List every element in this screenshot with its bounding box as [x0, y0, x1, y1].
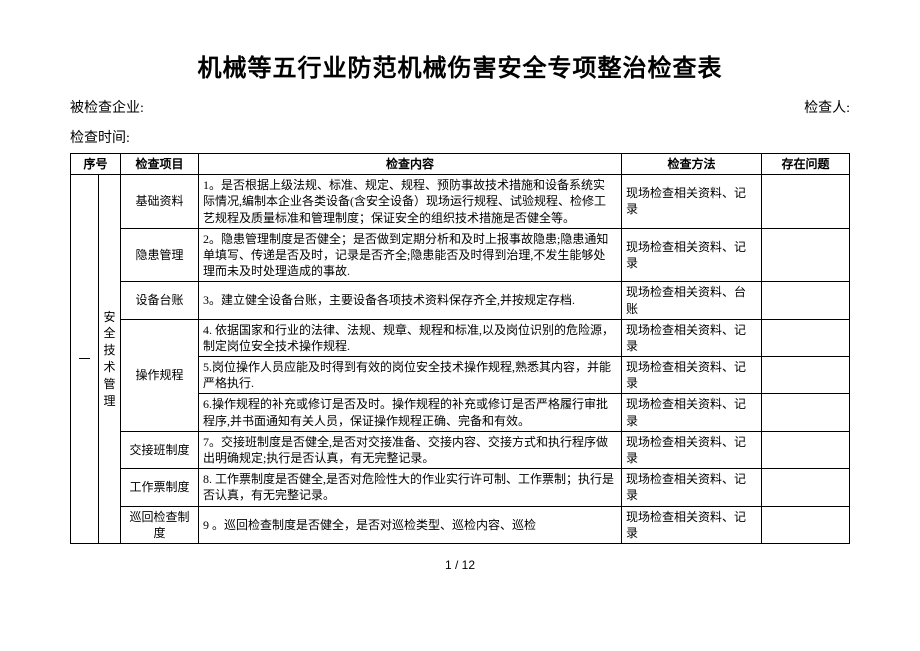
th-content: 检查内容: [199, 154, 622, 175]
table-row: 交接班制度 7。交接班制度是否健全,是否对交接准备、交接内容、交接方式和执行程序…: [71, 431, 850, 468]
seq-cell: 一: [71, 175, 99, 544]
item-cell: 设备台账: [121, 282, 199, 319]
th-seq: 序号: [71, 154, 121, 175]
item-cell: 交接班制度: [121, 431, 199, 468]
th-issue: 存在问题: [762, 154, 850, 175]
table-row: 巡回检查制度 9 。巡回检查制度是否健全，是否对巡检类型、巡检内容、巡检 现场检…: [71, 506, 850, 543]
time-label: 检查时间:: [70, 131, 130, 146]
method-cell: 现场检查相关资料、记录: [622, 357, 762, 394]
table-row: 一 安 全 技 术 管 理 基础资料 1。是否根据上级法规、标准、规定、规程、预…: [71, 175, 850, 229]
method-cell: 现场检查相关资料、记录: [622, 319, 762, 356]
table-header-row: 序号 检查项目 检查内容 检查方法 存在问题: [71, 154, 850, 175]
method-cell: 现场检查相关资料、记录: [622, 469, 762, 506]
issue-cell: [762, 357, 850, 394]
content-cell: 3。建立健全设备台账，主要设备各项技术资料保存齐全,并按规定存档.: [199, 282, 622, 319]
content-cell: 5.岗位操作人员应能及时得到有效的岗位安全技术操作规程,熟悉其内容，并能严格执行…: [199, 357, 622, 394]
th-method: 检查方法: [622, 154, 762, 175]
method-cell: 现场检查相关资料、记录: [622, 394, 762, 431]
method-cell: 现场检查相关资料、台账: [622, 282, 762, 319]
category-cell: 安 全 技 术 管 理: [99, 175, 121, 544]
content-cell: 8. 工作票制度是否健全,是否对危险性大的作业实行许可制、工作票制；执行是否认真…: [199, 469, 622, 506]
method-cell: 现场检查相关资料、记录: [622, 175, 762, 229]
method-cell: 现场检查相关资料、记录: [622, 228, 762, 282]
item-cell: 基础资料: [121, 175, 199, 229]
content-cell: 2。隐患管理制度是否健全；是否做到定期分析和及时上报事故隐患;隐患通知单填写、传…: [199, 228, 622, 282]
inspector-label: 检查人:: [804, 97, 850, 117]
issue-cell: [762, 506, 850, 543]
table-row: 隐患管理 2。隐患管理制度是否健全；是否做到定期分析和及时上报事故隐患;隐患通知…: [71, 228, 850, 282]
page-footer: 1 / 12: [70, 558, 850, 572]
content-cell: 7。交接班制度是否健全,是否对交接准备、交接内容、交接方式和执行程序做出明确规定…: [199, 431, 622, 468]
item-cell: 工作票制度: [121, 469, 199, 506]
method-cell: 现场检查相关资料、记录: [622, 431, 762, 468]
item-cell: 巡回检查制度: [121, 506, 199, 543]
company-label: 被检查企业:: [70, 97, 144, 117]
issue-cell: [762, 319, 850, 356]
method-cell: 现场检查相关资料、记录: [622, 506, 762, 543]
item-cell: 隐患管理: [121, 228, 199, 282]
table-row: 设备台账 3。建立健全设备台账，主要设备各项技术资料保存齐全,并按规定存档. 现…: [71, 282, 850, 319]
inspection-table: 序号 检查项目 检查内容 检查方法 存在问题 一 安 全 技 术 管 理 基础资…: [70, 153, 850, 544]
content-cell: 9 。巡回检查制度是否健全，是否对巡检类型、巡检内容、巡检: [199, 506, 622, 543]
page-title: 机械等五行业防范机械伤害安全专项整治检查表: [70, 48, 850, 83]
issue-cell: [762, 469, 850, 506]
issue-cell: [762, 282, 850, 319]
content-cell: 4. 依据国家和行业的法律、法规、规章、规程和标准,以及岗位识别的危险源，制定岗…: [199, 319, 622, 356]
issue-cell: [762, 175, 850, 229]
table-row: 工作票制度 8. 工作票制度是否健全,是否对危险性大的作业实行许可制、工作票制；…: [71, 469, 850, 506]
table-body: 一 安 全 技 术 管 理 基础资料 1。是否根据上级法规、标准、规定、规程、预…: [71, 175, 850, 544]
meta-row-2: 检查时间:: [70, 127, 850, 147]
item-cell: 操作规程: [121, 319, 199, 431]
meta-row-1: 被检查企业: 检查人:: [70, 97, 850, 117]
table-row: 操作规程 4. 依据国家和行业的法律、法规、规章、规程和标准,以及岗位识别的危险…: [71, 319, 850, 356]
th-item: 检查项目: [121, 154, 199, 175]
issue-cell: [762, 431, 850, 468]
issue-cell: [762, 228, 850, 282]
issue-cell: [762, 394, 850, 431]
content-cell: 1。是否根据上级法规、标准、规定、规程、预防事故技术措施和设备系统实际情况,编制…: [199, 175, 622, 229]
document-page: 机械等五行业防范机械伤害安全专项整治检查表 被检查企业: 检查人: 检查时间: …: [0, 0, 920, 592]
content-cell: 6.操作规程的补充或修订是否及时。操作规程的补充或修订是否严格履行审批程序,并书…: [199, 394, 622, 431]
